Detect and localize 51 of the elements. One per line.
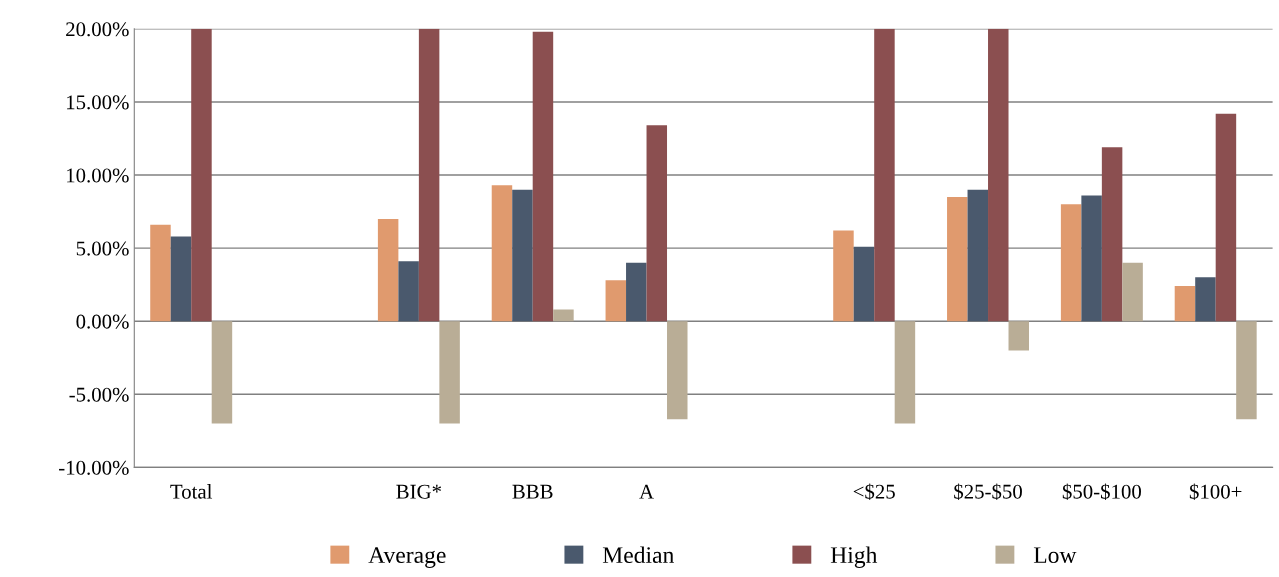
bar — [1174, 286, 1196, 322]
bar — [377, 218, 399, 322]
bar — [211, 321, 233, 424]
y-tick-label: 20.00% — [66, 22, 129, 37]
bar — [1236, 321, 1257, 420]
bar — [1081, 195, 1102, 322]
y-tick-label: 15.00% — [67, 95, 129, 110]
y-tick-label: 10.00% — [67, 168, 129, 183]
bar — [626, 262, 647, 322]
bar — [988, 28, 1009, 322]
bar — [947, 196, 968, 322]
bar — [532, 31, 554, 322]
legend-label: Median — [602, 546, 674, 564]
bar — [418, 28, 440, 322]
bar — [1215, 113, 1237, 322]
bar — [398, 261, 419, 322]
x-tick-label: <$25 — [853, 483, 895, 501]
bar — [512, 189, 533, 322]
bar — [894, 321, 916, 424]
x-tick-label: A — [639, 484, 654, 499]
bar — [1101, 147, 1123, 322]
x-tick-label: BIG* — [396, 484, 442, 499]
bar — [553, 309, 574, 322]
x-tick-label: BBB — [512, 484, 553, 499]
bar — [439, 321, 460, 424]
bar — [191, 28, 212, 322]
y-tick-label: 0.00% — [76, 314, 129, 329]
legend-label: High — [830, 546, 878, 568]
legend-label: Low — [1033, 547, 1077, 564]
bar — [605, 280, 627, 322]
bar — [1195, 277, 1216, 322]
bar — [1008, 321, 1030, 351]
x-tick-label: Total — [170, 484, 213, 499]
bar — [491, 185, 513, 322]
y-tick-label: -10.00% — [59, 460, 129, 475]
bar — [874, 28, 895, 322]
y-tick-label: 5.00% — [76, 241, 129, 256]
bar — [150, 224, 171, 322]
bar — [170, 236, 192, 322]
x-tick-label: $50-$100 — [1062, 483, 1141, 501]
legend-label: Average — [368, 547, 446, 568]
bar — [967, 189, 989, 322]
x-tick-label: $100+ — [1189, 483, 1242, 501]
bar — [1060, 204, 1082, 322]
y-tick-label: -5.00% — [69, 387, 129, 402]
bar — [1122, 262, 1143, 322]
bar — [667, 321, 688, 420]
bar — [853, 246, 875, 322]
x-tick-label: $25-$50 — [954, 483, 1022, 501]
bar — [833, 230, 854, 322]
bar — [646, 125, 668, 322]
